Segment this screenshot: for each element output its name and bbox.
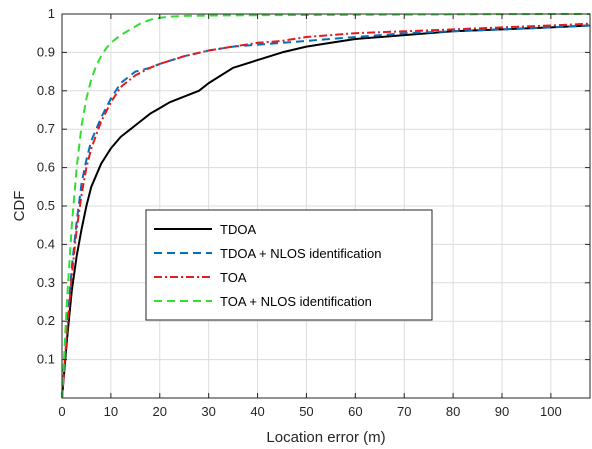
y-tick-label: 0.9 <box>37 44 55 59</box>
x-tick-label: 60 <box>348 404 362 419</box>
x-tick-label: 80 <box>446 404 460 419</box>
series-layer <box>61 13 591 399</box>
y-tick-label: 0.6 <box>37 160 55 175</box>
series-line-4 <box>61 13 590 399</box>
legend-label-4: TOA + NLOS identification <box>220 294 372 309</box>
x-tick-label: 20 <box>153 404 167 419</box>
grid-lines <box>62 14 590 398</box>
y-tick-label: 0.7 <box>37 121 55 136</box>
series-line-3 <box>61 22 591 399</box>
series-line-1 <box>61 24 591 399</box>
y-tick-label: 0.5 <box>37 198 55 213</box>
legend-label-1: TDOA <box>220 222 256 237</box>
legend-label-3: TOA <box>220 270 247 285</box>
x-tick-label: 100 <box>540 404 562 419</box>
y-tick-label: 0.3 <box>37 275 55 290</box>
y-tick-label: 0.2 <box>37 313 55 328</box>
x-tick-label: 0 <box>58 404 65 419</box>
series-line-2 <box>61 24 591 399</box>
x-axis-label: Location error (m) <box>266 429 385 446</box>
y-axis-label: CDF <box>11 191 28 222</box>
y-tick-label: 0.8 <box>37 83 55 98</box>
y-tick-label: 0.1 <box>37 352 55 367</box>
x-tick-label: 10 <box>104 404 118 419</box>
x-tick-label: 40 <box>250 404 264 419</box>
y-tick-label: 0.4 <box>37 236 55 251</box>
legend: TDOA TDOA + NLOS identification TOA TOA + N… <box>145 209 433 321</box>
axis-ticks: 0 10 20 30 40 50 60 70 80 90 100 0.1 0.2 0.3 0.4 0.5 0.6… <box>37 6 590 419</box>
x-tick-label: 50 <box>299 404 313 419</box>
legend-label-2: TDOA + NLOS identification <box>220 246 382 261</box>
y-tick-label: 1 <box>48 6 55 21</box>
x-tick-label: 90 <box>495 404 509 419</box>
x-tick-label: 30 <box>201 404 215 419</box>
x-tick-label: 70 <box>397 404 411 419</box>
